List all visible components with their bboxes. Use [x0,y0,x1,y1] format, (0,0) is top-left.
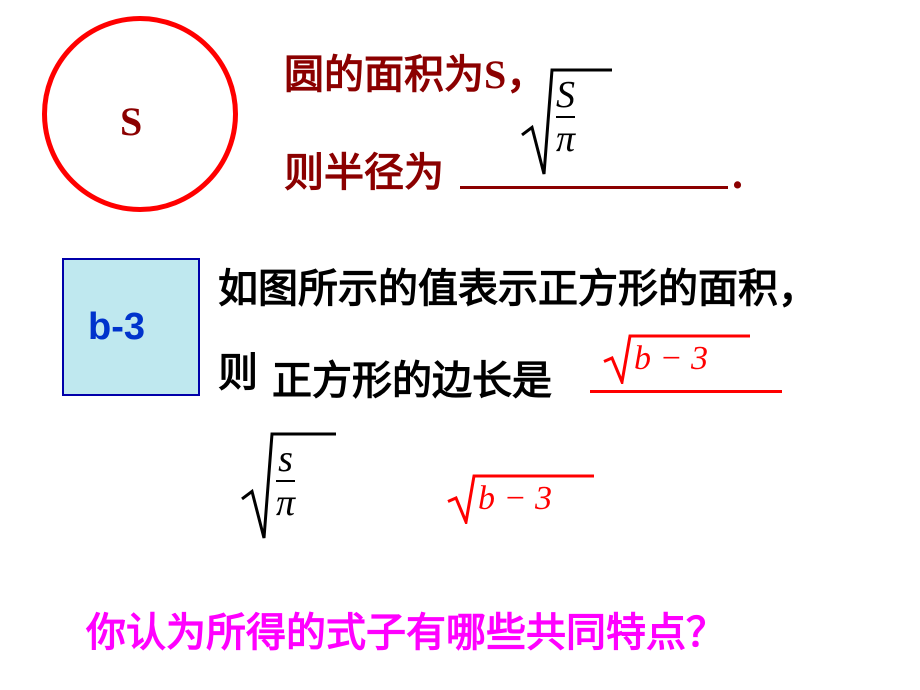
side-underline [590,390,782,393]
expr-b-minus-3: b − 3 [634,340,708,378]
fraction-numerator: s [278,440,293,478]
text-then: 则 [218,340,258,398]
fraction-s-pi: S π [556,76,575,158]
sqrt-b-minus-3-lower: b − 3 [446,474,596,524]
fraction-s-pi-lower: s π [276,440,295,522]
circle-label: S [120,98,142,145]
text-circle-area: 圆的面积为S， [284,42,546,100]
fraction-denominator: π [276,484,295,522]
text-square-area: 如图所示的值表示正方形的面积， [218,256,818,314]
bottom-question: 你认为所得的式子有哪些共同特点？ [86,600,726,658]
expr-b-minus-3-lower: b − 3 [478,480,552,518]
sqrt-b-minus-3-inline: b − 3 [602,334,752,384]
text-radius-prefix: 则半径为 [284,140,444,198]
text-period-1: . [732,148,743,199]
square-label: b-3 [88,306,145,349]
fraction-denominator: π [556,120,575,158]
sqrt-s-over-pi: S π [520,68,614,176]
text-side-length: 正方形的边长是 [272,348,552,406]
radius-underline [460,186,728,189]
fraction-numerator: S [556,76,575,114]
sqrt-s-over-pi-lower: s π [240,432,338,540]
